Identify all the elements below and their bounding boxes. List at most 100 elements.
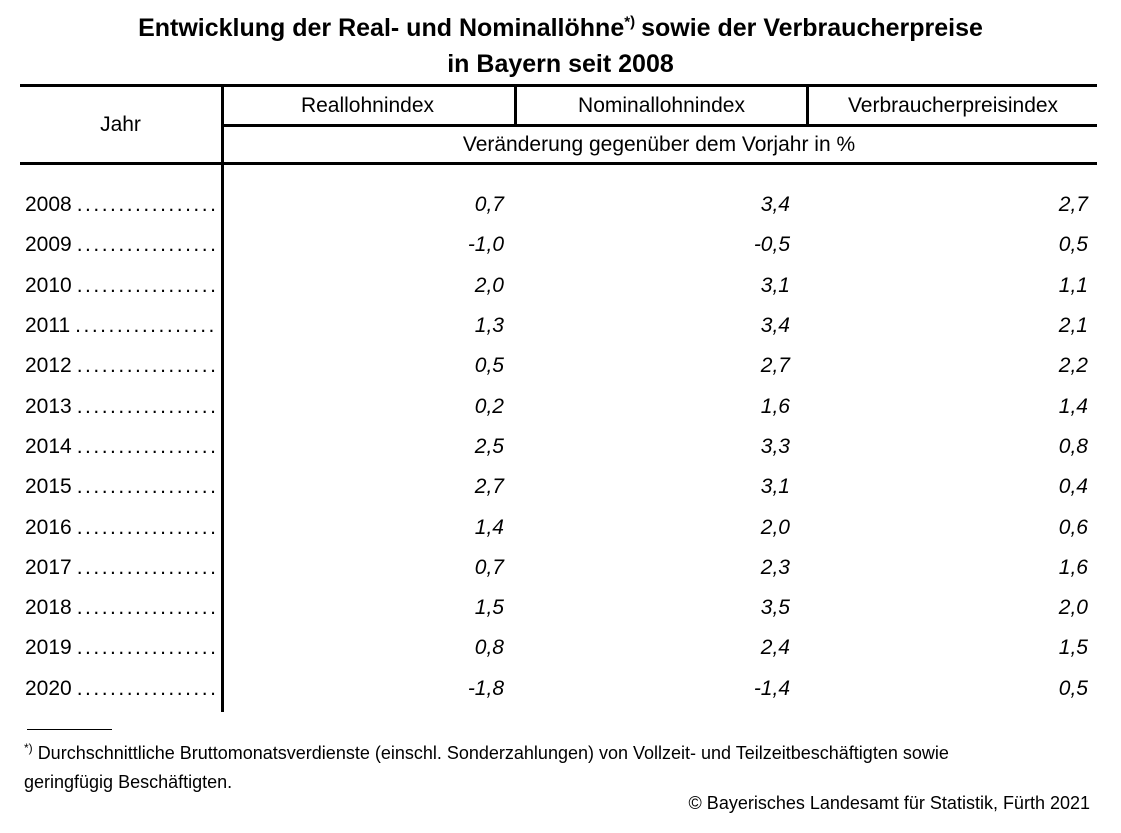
year-cell: 2018 .................... [20, 596, 221, 620]
value-cell-nominallohnindex: 2,7 [760, 354, 790, 378]
footnote-separator [27, 729, 112, 730]
value-cell-reallohnindex: 1,4 [474, 515, 504, 539]
table-row: 2017 .................... 0,7 2,3 1,6 [20, 548, 1097, 588]
year-label: 2017 [25, 555, 72, 579]
leader-dots: .................... [76, 596, 215, 620]
leader-dots: .................... [76, 676, 215, 700]
value-cell-nominallohnindex: 3,1 [760, 475, 790, 499]
leader-dots: .................... [76, 233, 215, 257]
value-cell-nominallohnindex: -0,5 [753, 233, 790, 257]
year-cell: 2019 .................... [20, 636, 221, 660]
value-cell-reallohnindex: -1,0 [467, 233, 504, 257]
value-cell-verbraucherpreisindex: 0,5 [1058, 676, 1088, 700]
value-cell-reallohnindex: 0,7 [474, 555, 504, 579]
year-cell: 2010 .................... [20, 274, 221, 298]
value-cell-verbraucherpreisindex: 2,7 [1058, 193, 1088, 217]
year-cell: 2016 .................... [20, 516, 221, 540]
value-cell-nominallohnindex: 2,4 [760, 636, 790, 660]
value-cell-verbraucherpreisindex: 0,8 [1058, 434, 1088, 458]
copyright-notice: © Bayerisches Landesamt für Statistik, F… [688, 793, 1090, 813]
value-cell-nominallohnindex: 3,4 [760, 193, 790, 217]
table-header: Jahr Reallohnindex Nominallohnindex Verb… [20, 84, 1097, 165]
leader-dots: .................... [76, 515, 215, 539]
title-text-part2: sowie der Verbraucherpreise [641, 14, 983, 42]
value-cell-nominallohnindex: 3,4 [760, 314, 790, 338]
footnote-line1: *) Durchschnittliche Bruttomonatsverdien… [24, 739, 1034, 768]
value-cell-verbraucherpreisindex: 2,0 [1058, 596, 1088, 620]
year-cell: 2008 .................... [20, 193, 221, 217]
year-label: 2013 [25, 394, 72, 418]
leader-dots: .................... [76, 636, 215, 660]
value-cell-verbraucherpreisindex: 1,1 [1058, 273, 1088, 297]
value-cell-nominallohnindex: 3,1 [760, 273, 790, 297]
table-row: 2009 .................... -1,0 -0,5 0,5 [20, 225, 1097, 265]
value-cell-reallohnindex: -1,8 [467, 676, 504, 700]
year-label: 2008 [25, 193, 72, 217]
table-row: 2013 .................... 0,2 1,6 1,4 [20, 386, 1097, 426]
year-cell: 2011 .................... [20, 314, 221, 338]
year-cell: 2014 .................... [20, 435, 221, 459]
value-cell-reallohnindex: 2,7 [474, 475, 504, 499]
page-title: Entwicklung der Real- und Nominallöhne*)… [0, 10, 1121, 82]
table-row: 2014 .................... 2,5 3,3 0,8 [20, 427, 1097, 467]
value-cell-reallohnindex: 2,0 [474, 273, 504, 297]
year-label: 2018 [25, 596, 72, 620]
year-cell: 2013 .................... [20, 395, 221, 419]
year-cell: 2012 .................... [20, 354, 221, 378]
table-row: 2015 .................... 2,7 3,1 0,4 [20, 467, 1097, 507]
leader-dots: .................... [76, 273, 215, 297]
table-row: 2019 .................... 0,8 2,4 1,5 [20, 628, 1097, 668]
page-title-line2: in Bayern seit 2008 [447, 50, 674, 78]
table-row: 2020 .................... -1,8 -1,4 0,5 [20, 669, 1097, 709]
column-header-reallohnindex: Reallohnindex [221, 87, 514, 127]
year-cell: 2009 .................... [20, 233, 221, 257]
table-body: 2008 .................... 0,7 3,4 2,7 20… [20, 165, 1097, 709]
footnote-marker: *) [24, 741, 33, 755]
year-label: 2015 [25, 475, 72, 499]
value-cell-nominallohnindex: 3,3 [760, 434, 790, 458]
value-cell-verbraucherpreisindex: 0,6 [1058, 515, 1088, 539]
data-table: Jahr Reallohnindex Nominallohnindex Verb… [20, 84, 1097, 712]
page-title-line1: Entwicklung der Real- und Nominallöhne*)… [0, 10, 1121, 46]
year-label: 2009 [25, 233, 72, 257]
table-row: 2008 .................... 0,7 3,4 2,7 [20, 185, 1097, 225]
year-label: 2012 [25, 354, 72, 378]
year-label: 2014 [25, 434, 72, 458]
leader-dots: .................... [75, 314, 215, 338]
leader-dots: .................... [76, 555, 215, 579]
leader-dots: .................... [76, 475, 215, 499]
value-cell-reallohnindex: 1,3 [474, 314, 504, 338]
table-subheader: Veränderung gegenüber dem Vorjahr in % [462, 132, 856, 156]
title-footnote-marker: *) [624, 13, 636, 31]
value-cell-nominallohnindex: 1,6 [760, 394, 790, 418]
year-cell: 2020 .................... [20, 677, 221, 701]
year-cell: 2015 .................... [20, 475, 221, 499]
value-cell-verbraucherpreisindex: 2,1 [1058, 314, 1088, 338]
year-cell: 2017 .................... [20, 556, 221, 580]
value-cell-verbraucherpreisindex: 1,6 [1058, 555, 1088, 579]
footnote-line2: geringfügig Beschäftigten. [24, 772, 233, 792]
year-label: 2010 [25, 273, 72, 297]
table-row: 2018 .................... 1,5 3,5 2,0 [20, 588, 1097, 628]
value-cell-reallohnindex: 0,7 [474, 193, 504, 217]
value-cell-reallohnindex: 0,2 [474, 394, 504, 418]
column-header-year: Jahr [100, 112, 141, 136]
leader-dots: .................... [76, 193, 215, 217]
table-row: 2012 .................... 0,5 2,7 2,2 [20, 346, 1097, 386]
value-cell-nominallohnindex: 2,0 [760, 515, 790, 539]
year-label: 2011 [25, 314, 71, 338]
value-cell-nominallohnindex: 3,5 [760, 596, 790, 620]
value-cell-reallohnindex: 0,8 [474, 636, 504, 660]
leader-dots: .................... [76, 434, 215, 458]
value-cell-verbraucherpreisindex: 0,4 [1058, 475, 1088, 499]
value-cell-nominallohnindex: -1,4 [753, 676, 790, 700]
year-label: 2016 [25, 515, 72, 539]
column-header-verbraucherpreisindex: Verbraucherpreisindex [806, 87, 1097, 127]
year-label: 2019 [25, 636, 72, 660]
value-cell-verbraucherpreisindex: 2,2 [1058, 354, 1088, 378]
footnote: *) Durchschnittliche Bruttomonatsverdien… [24, 739, 1034, 797]
footnote-text-line1: Durchschnittliche Bruttomonatsverdienste… [37, 743, 949, 763]
table-row: 2016 .................... 1,4 2,0 0,6 [20, 507, 1097, 547]
year-label: 2020 [25, 676, 72, 700]
